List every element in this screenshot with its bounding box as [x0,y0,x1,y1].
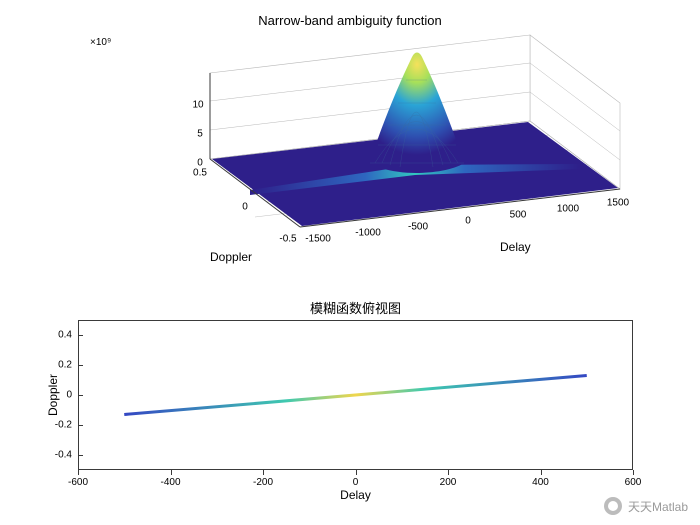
ytick-0: 0.5 [193,168,207,179]
bxtick-5: 400 [532,477,549,488]
ytick-2: -0.5 [279,234,296,245]
bytick-1: -0.2 [38,420,72,431]
surface3d-svg [60,15,640,275]
watermark: 天天Matlab [604,497,688,515]
xtick-3: 0 [465,216,471,227]
bxtick-1: -400 [160,477,180,488]
ytick-1: 0 [242,202,248,213]
z-exponent: ×10⁹ [90,37,111,48]
xtick-6: 1500 [607,198,629,209]
bytick-2: 0 [38,390,72,401]
top-ylabel: Doppler [210,250,252,264]
ztick-2: 10 [192,100,203,111]
top-xlabel: Delay [500,240,531,254]
bytick-3: 0.2 [38,360,72,371]
xtick-1: -1000 [355,228,381,239]
wechat-icon [604,497,622,515]
bytick-4: 0.4 [38,330,72,341]
xtick-5: 1000 [557,204,579,215]
bxtick-3: 0 [353,477,359,488]
bottom-plot-title: 模糊函数俯视图 [78,298,633,317]
ridge-line-svg [78,320,633,470]
watermark-text: 天天Matlab [628,498,688,515]
bxtick-6: 600 [625,477,642,488]
bytick-0: -0.4 [38,450,72,461]
xtick-2: -500 [408,222,428,233]
bxtick-0: -600 [68,477,88,488]
bottom-xlabel: Delay [340,488,371,502]
ambiguity-topview-plot: 模糊函数俯视图 Doppler Delay 0.4 0.2 0 -0.2 -0.… [78,320,633,470]
xtick-0: -1500 [305,234,331,245]
ztick-1: 5 [197,129,203,140]
ambiguity-3d-plot: Narrow-band ambiguity function [60,15,640,275]
bxtick-2: -200 [253,477,273,488]
bxtick-4: 200 [440,477,457,488]
xtick-4: 500 [510,210,527,221]
